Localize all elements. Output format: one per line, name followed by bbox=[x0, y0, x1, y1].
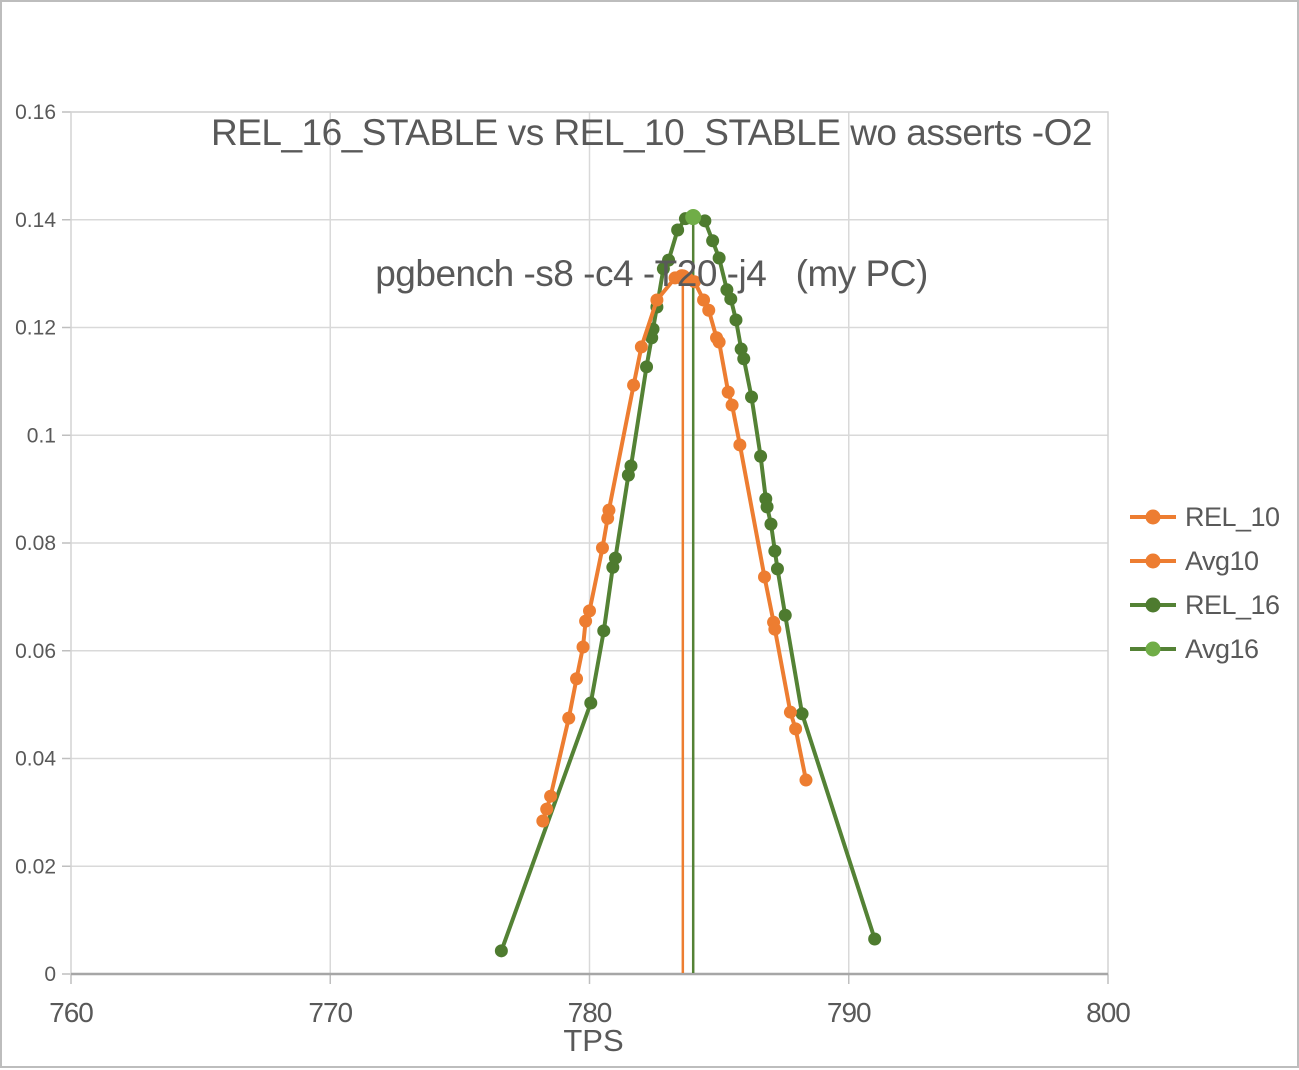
legend-item-avg10: Avg10 bbox=[1130, 546, 1280, 576]
series-rel_10-point bbox=[725, 398, 739, 412]
series-rel_10-point bbox=[562, 711, 576, 725]
series-rel_16-point bbox=[760, 500, 774, 514]
series-rel_16-point bbox=[868, 932, 882, 946]
series-rel_10-point bbox=[576, 640, 590, 654]
y-tick-label: 0.12 bbox=[15, 317, 56, 340]
chart-title: REL_16_STABLE vs REL_10_STABLE wo assert… bbox=[210, 112, 1093, 153]
series-rel_16-point bbox=[768, 544, 782, 558]
series-rel_10-point bbox=[687, 275, 701, 289]
legend-item-label: REL_16 bbox=[1185, 589, 1280, 620]
series-rel_10-point bbox=[702, 303, 716, 317]
series-rel_10-point bbox=[783, 705, 797, 719]
series-rel_10-line bbox=[540, 273, 808, 822]
x-tick-label: 790 bbox=[827, 997, 871, 1028]
series-rel_16-point bbox=[764, 517, 778, 531]
series-rel_10-point bbox=[733, 438, 747, 452]
series-rel_10-point bbox=[544, 789, 558, 803]
series-rel_10-point bbox=[583, 604, 596, 618]
series-rel_10-point bbox=[799, 773, 813, 787]
legend-item-rel_16: REL_16 bbox=[1130, 590, 1280, 620]
series-rel_10-point bbox=[697, 293, 711, 307]
series-rel_16-point bbox=[640, 360, 654, 374]
y-tick-label: 0 bbox=[44, 963, 56, 986]
series-rel_16-point bbox=[608, 551, 622, 565]
chart-subtitle: pgbench -s8 -c4 -T20 -j4 (my PC) bbox=[375, 253, 928, 294]
series-rel_10-point bbox=[712, 335, 726, 349]
legend-series-marker-icon bbox=[1130, 553, 1176, 569]
series-rel_16-point bbox=[624, 459, 638, 473]
series-rel_16-point bbox=[754, 449, 768, 463]
legend-series-marker-icon bbox=[1130, 641, 1176, 657]
series-rel_10-point bbox=[721, 385, 735, 399]
x-tick-label: 780 bbox=[568, 997, 612, 1028]
series-rel_10-point bbox=[579, 614, 593, 628]
legend: REL_10 Avg10 REL_16 Avg16 bbox=[1130, 502, 1280, 664]
y-tick-label: 0.02 bbox=[15, 855, 56, 878]
series-rel_10-point bbox=[602, 503, 616, 517]
series-rel_10-point bbox=[757, 570, 771, 584]
series-rel_16-point bbox=[724, 292, 738, 306]
x-tick-label: 760 bbox=[49, 997, 93, 1028]
series-rel_16-point bbox=[671, 223, 685, 237]
series-rel_10-point bbox=[595, 541, 609, 555]
series-rel_16-point bbox=[729, 313, 743, 327]
chart-title-block: REL_16_STABLE vs REL_10_STABLE wo assert… bbox=[2, 15, 1299, 344]
series-rel_10-point bbox=[650, 293, 664, 307]
series-rel_16-point bbox=[698, 214, 712, 228]
series-avg10-marker bbox=[674, 269, 691, 286]
series-rel_16-point bbox=[745, 390, 759, 404]
legend-series-marker-icon bbox=[1130, 509, 1176, 525]
legend-series-marker-icon bbox=[1130, 597, 1176, 613]
x-axis-title: TPS bbox=[563, 1023, 623, 1058]
y-tick-label: 0.14 bbox=[15, 209, 56, 232]
series-rel_16-point bbox=[662, 253, 676, 267]
y-tick-label: 0.08 bbox=[15, 532, 56, 555]
x-tick-label: 800 bbox=[1086, 997, 1130, 1028]
series-rel_16-point bbox=[778, 608, 792, 622]
series-rel_10-point bbox=[540, 802, 554, 816]
series-rel_16-point bbox=[494, 944, 508, 958]
series-rel_16-point bbox=[770, 562, 784, 576]
y-tick-label: 0.16 bbox=[15, 101, 56, 124]
series-rel_10-point bbox=[627, 378, 641, 392]
x-tick-label: 770 bbox=[308, 997, 352, 1028]
series-rel_16-point bbox=[597, 624, 611, 638]
series-rel_16-point bbox=[712, 251, 726, 265]
y-tick-label: 0.06 bbox=[15, 640, 56, 663]
legend-item-label: REL_10 bbox=[1185, 501, 1280, 532]
legend-item-avg16: Avg16 bbox=[1130, 634, 1280, 664]
series-rel_10-point bbox=[570, 672, 584, 686]
series-rel_16-point bbox=[706, 234, 720, 248]
legend-item-label: Avg10 bbox=[1185, 545, 1259, 576]
y-tick-label: 0.04 bbox=[15, 748, 56, 771]
series-rel_16-point bbox=[584, 696, 598, 710]
series-rel_10-point bbox=[536, 814, 550, 828]
y-tick-label: 0.1 bbox=[27, 424, 56, 447]
legend-item-rel_10: REL_10 bbox=[1130, 502, 1280, 532]
series-rel_10-point bbox=[789, 722, 803, 736]
series-rel_16-point bbox=[795, 707, 809, 721]
series-rel_10-point bbox=[634, 340, 648, 354]
series-rel_10-point bbox=[768, 622, 782, 636]
series-avg16-marker bbox=[685, 209, 702, 226]
series-rel_16-point bbox=[737, 352, 751, 366]
legend-item-label: Avg16 bbox=[1185, 633, 1259, 664]
